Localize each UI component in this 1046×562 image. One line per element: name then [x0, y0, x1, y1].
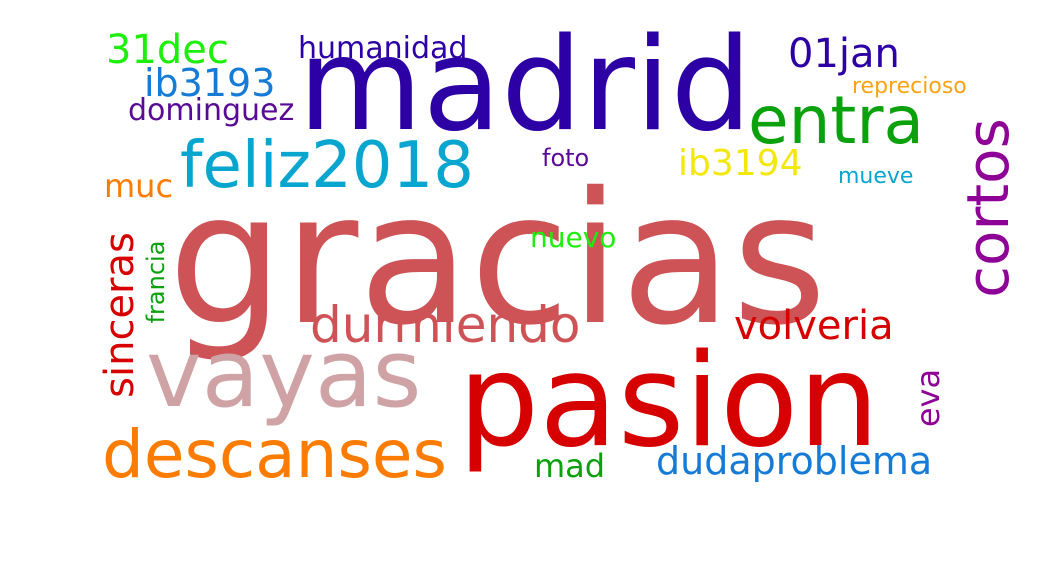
- word-durmiendo: durmiendo: [310, 296, 581, 354]
- word-francia: francia: [142, 240, 170, 324]
- word-vayas: vayas: [146, 320, 422, 429]
- word-dudaproblema: dudaproblema: [656, 439, 933, 483]
- word-01jan: 01jan: [788, 31, 900, 77]
- word-ib3193: ib3193: [144, 61, 276, 105]
- word-31dec: 31dec: [106, 27, 229, 73]
- word-eva: eva: [909, 368, 947, 428]
- word-volveria: volveria: [734, 303, 894, 349]
- word-sinceras: sinceras: [97, 232, 143, 398]
- word-nuevo: nuevo: [530, 221, 617, 254]
- word-madrid: madrid: [298, 11, 752, 160]
- word-reprecioso: reprecioso: [852, 74, 967, 99]
- word-feliz2018: feliz2018: [180, 129, 474, 203]
- word-dominguez: dominguez: [128, 93, 295, 128]
- word-cortos: cortos: [954, 118, 1022, 298]
- word-mad: mad: [534, 447, 606, 485]
- word-muc: muc: [104, 167, 174, 205]
- word-gracias: gracias: [168, 153, 827, 365]
- word-entra: entra: [748, 82, 924, 159]
- word-ib3194: ib3194: [678, 143, 803, 184]
- word-humanidad: humanidad: [298, 31, 468, 66]
- word-foto: foto: [542, 144, 590, 172]
- word-pasion: pasion: [458, 327, 880, 476]
- word-mueve: mueve: [838, 164, 914, 189]
- word-descanses: descanses: [102, 416, 447, 493]
